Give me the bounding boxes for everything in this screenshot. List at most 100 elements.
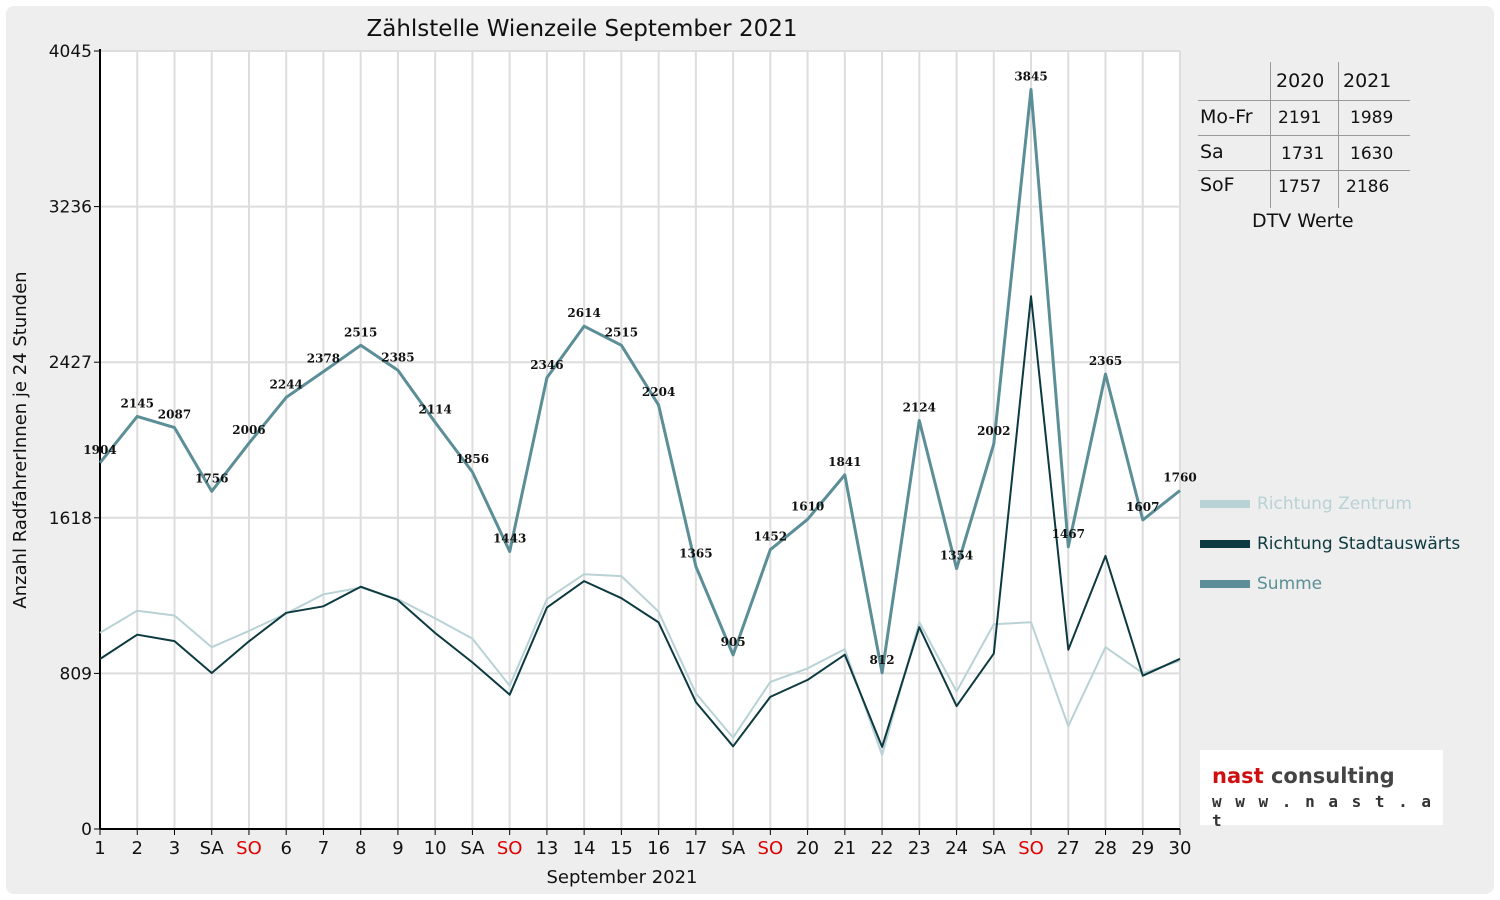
x-tick-label: 24 xyxy=(945,838,968,859)
data-label: 905 xyxy=(721,635,746,649)
data-label: 1365 xyxy=(679,546,712,560)
data-label: 2006 xyxy=(232,423,265,437)
x-tick-label: 16 xyxy=(647,838,670,859)
y-tick-label: 1618 xyxy=(49,509,92,529)
x-tick-label: SA xyxy=(721,838,746,859)
data-label: 3845 xyxy=(1014,69,1047,83)
x-tick-labels: 1 2 3 SA SO 6 7 8 9 10 SA SO 13 14 15 16 17 SA SO 20 21 22 23 2… xyxy=(94,838,1191,859)
x-tick-label: 17 xyxy=(684,838,707,859)
series-lines xyxy=(98,88,1181,756)
x-tick-label: SO xyxy=(236,838,262,859)
x-tick-label: 20 xyxy=(796,838,819,859)
data-label: 1756 xyxy=(195,471,228,485)
plot-area xyxy=(100,51,1180,829)
dtv-divider-h1 xyxy=(1198,100,1410,101)
data-label: 1354 xyxy=(940,549,973,563)
y-tick-label: 0 xyxy=(81,820,92,840)
dtv-cell: 2191 xyxy=(1278,108,1322,128)
dtv-divider-h2 xyxy=(1198,135,1410,136)
y-tick-label: 809 xyxy=(60,664,92,684)
x-tick-label: SO xyxy=(497,838,523,859)
data-label: 1856 xyxy=(456,452,489,466)
data-label: 1760 xyxy=(1163,470,1196,484)
data-label: 2002 xyxy=(977,424,1010,438)
data-label: 1610 xyxy=(791,499,824,513)
dtv-row-label: Sa xyxy=(1200,141,1224,163)
x-tick-label: 9 xyxy=(392,838,403,859)
data-label: 2346 xyxy=(530,358,563,372)
x-tick-label: 29 xyxy=(1131,838,1154,859)
dtv-year-2021: 2021 xyxy=(1343,70,1392,92)
data-label: 1904 xyxy=(83,443,116,457)
nast-consulting-logo: nast consulting w w w . n a s t . a t xyxy=(1200,750,1443,830)
series-line-summe xyxy=(98,88,1181,675)
data-label: 2365 xyxy=(1089,354,1122,368)
data-label: 1467 xyxy=(1052,527,1085,541)
x-tick-label: 15 xyxy=(610,838,633,859)
series-line-stadtauswaerts xyxy=(99,295,1181,748)
legend-label-stadtauswaerts: Richtung Stadtauswärts xyxy=(1257,534,1461,554)
data-label: 1841 xyxy=(828,455,861,469)
data-label: 2114 xyxy=(418,402,451,416)
dtv-cell: 1757 xyxy=(1278,177,1322,197)
x-tick-label: 2 xyxy=(132,838,143,859)
data-label: 2087 xyxy=(158,408,191,422)
data-label: 1452 xyxy=(754,530,787,544)
x-tick-label: 1 xyxy=(94,838,105,859)
data-label: 2244 xyxy=(270,377,303,391)
x-tick-label: 10 xyxy=(424,838,447,859)
legend-swatch-zentrum xyxy=(1200,500,1250,508)
x-tick-label: 13 xyxy=(535,838,558,859)
data-labels: 1904 2145 2087 1756 2006 2244 2378 2515 2385 2114… xyxy=(83,69,1196,666)
dtv-row-label: SoF xyxy=(1200,174,1235,196)
data-label: 2378 xyxy=(307,352,340,366)
x-tick-label: 22 xyxy=(871,838,894,859)
data-label: 2145 xyxy=(121,396,154,410)
data-label: 1607 xyxy=(1126,500,1159,514)
x-tick-label: 27 xyxy=(1057,838,1080,859)
data-label: 2515 xyxy=(605,325,638,339)
x-tick-label: 14 xyxy=(573,838,596,859)
y-tick-label: 4045 xyxy=(49,42,92,62)
legend-swatch-summe xyxy=(1200,580,1250,588)
y-tick-labels: 0 809 1618 2427 3236 4045 xyxy=(49,42,92,840)
dtv-caption: DTV Werte xyxy=(1252,210,1354,232)
x-tick-label: 8 xyxy=(355,838,366,859)
x-tick-label: SA xyxy=(982,838,1007,859)
x-tick-label: SO xyxy=(758,838,784,859)
dtv-cell: 1731 xyxy=(1281,144,1325,164)
data-label: 2515 xyxy=(344,325,377,339)
x-tick-label: 3 xyxy=(169,838,180,859)
x-tick-label: 7 xyxy=(318,838,329,859)
x-tick-label: 21 xyxy=(833,838,856,859)
logo-url: w w w . n a s t . a t xyxy=(1212,792,1434,830)
x-axis-label: September 2021 xyxy=(546,867,697,888)
dtv-cell: 1630 xyxy=(1350,144,1394,164)
legend-label-zentrum: Richtung Zentrum xyxy=(1257,494,1412,514)
data-label: 2124 xyxy=(903,400,936,414)
axes xyxy=(94,49,1181,835)
legend-swatch-stadtauswaerts xyxy=(1200,540,1250,548)
x-tick-label: 28 xyxy=(1094,838,1117,859)
dtv-cell: 1989 xyxy=(1350,108,1394,128)
data-label: 2385 xyxy=(381,350,414,364)
logo-name: nast consulting xyxy=(1212,764,1395,788)
x-tick-label: 6 xyxy=(280,838,291,859)
logo-name-part1: nast xyxy=(1212,764,1264,788)
x-tick-label: SA xyxy=(200,838,225,859)
chart-title: Zählstelle Wienzeile September 2021 xyxy=(366,16,797,42)
dtv-cell: 2186 xyxy=(1346,177,1390,197)
x-tick-label: 23 xyxy=(908,838,931,859)
dtv-row-label: Mo-Fr xyxy=(1200,106,1253,128)
data-label: 2614 xyxy=(567,306,600,320)
dtv-year-2020: 2020 xyxy=(1276,70,1325,92)
data-label: 812 xyxy=(870,653,895,667)
legend-label-summe: Summe xyxy=(1257,574,1323,594)
data-label: 1443 xyxy=(493,531,526,545)
x-tick-label: 30 xyxy=(1169,838,1192,859)
y-axis-label: Anzahl RadfahrerInnen je 24 Stunden xyxy=(10,271,31,608)
x-tick-label: SA xyxy=(460,838,485,859)
dtv-divider-h3 xyxy=(1198,170,1410,171)
logo-name-part2: consulting xyxy=(1270,764,1395,788)
